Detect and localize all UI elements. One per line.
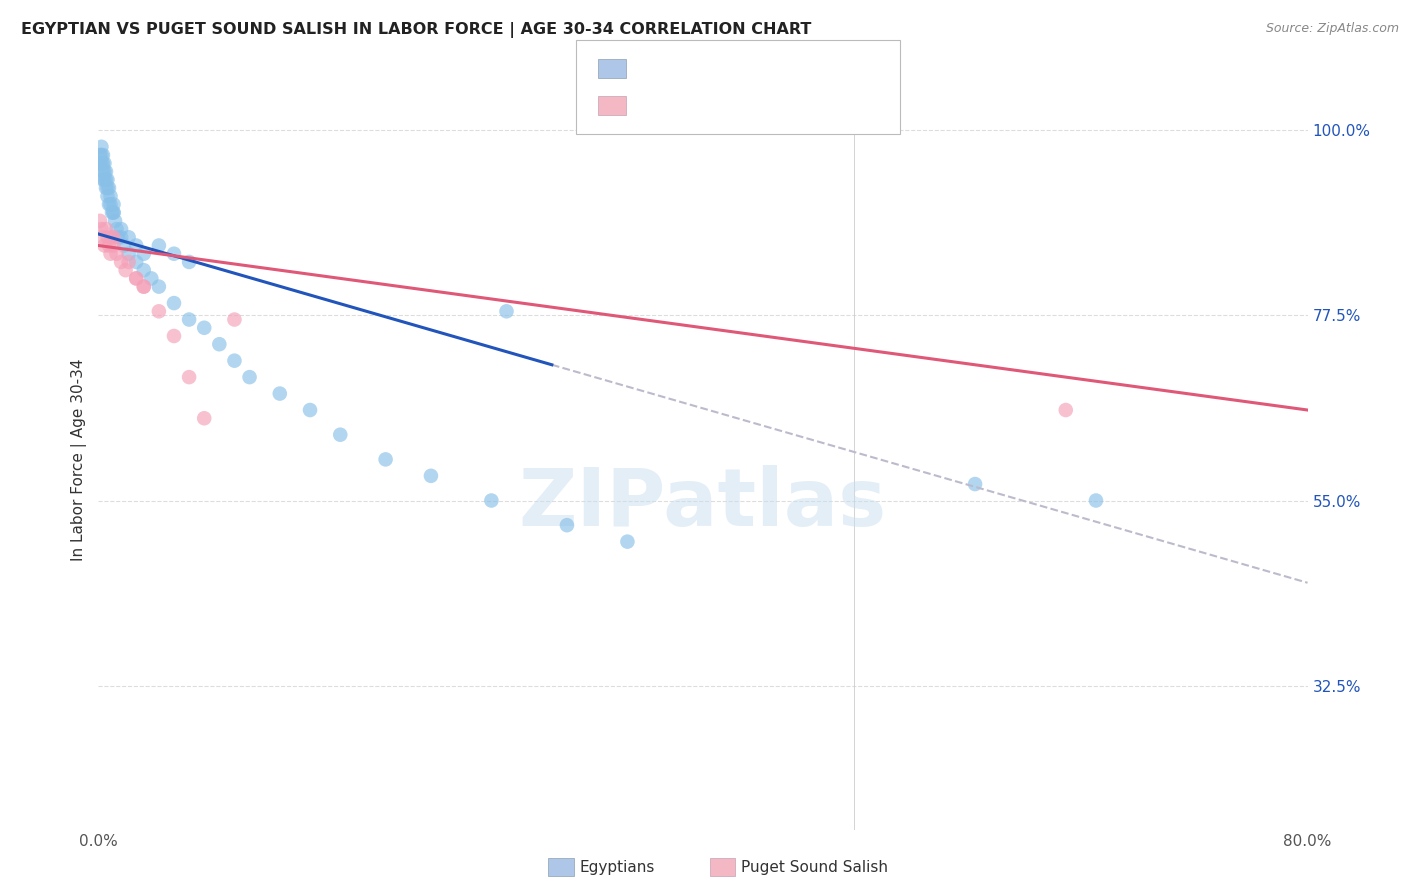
Point <box>1085 493 1108 508</box>
Point <box>193 320 215 334</box>
Point <box>965 477 987 491</box>
Y-axis label: In Labor Force | Age 30-34: In Labor Force | Age 30-34 <box>72 358 87 561</box>
Point <box>163 329 186 343</box>
Point <box>105 222 128 236</box>
Point <box>90 156 112 170</box>
Point <box>118 230 141 244</box>
Point <box>93 156 115 170</box>
Text: ZIPatlas: ZIPatlas <box>519 465 887 543</box>
Point <box>179 312 201 326</box>
Point <box>1054 403 1077 417</box>
Point <box>269 386 291 401</box>
Point <box>91 230 114 244</box>
Point <box>141 271 163 285</box>
Point <box>98 197 121 211</box>
Text: -0.267: -0.267 <box>665 61 720 76</box>
Point <box>555 518 578 533</box>
Text: R =: R = <box>634 61 668 76</box>
Point <box>374 452 396 467</box>
Point <box>100 197 122 211</box>
Point <box>103 205 125 219</box>
Text: Puget Sound Salish: Puget Sound Salish <box>741 860 889 874</box>
Point <box>93 238 115 252</box>
Point <box>89 148 111 162</box>
Point <box>481 493 503 508</box>
Point <box>110 255 132 269</box>
Point <box>118 255 141 269</box>
Point <box>96 172 118 186</box>
Point <box>101 205 124 219</box>
Text: Egyptians: Egyptians <box>579 860 655 874</box>
Point <box>132 279 155 293</box>
Point <box>103 205 125 219</box>
Point <box>94 222 117 236</box>
Point <box>104 214 127 228</box>
Point <box>94 164 117 178</box>
Text: N =: N = <box>735 61 769 76</box>
Point <box>163 296 186 310</box>
Point <box>224 353 246 368</box>
Point <box>114 263 136 277</box>
Point <box>224 312 246 326</box>
Point <box>110 230 132 244</box>
Point <box>163 246 186 260</box>
Point <box>103 238 125 252</box>
Point <box>179 370 201 384</box>
Point <box>105 246 128 260</box>
Point <box>91 148 114 162</box>
Point <box>89 214 111 228</box>
Text: 25: 25 <box>766 98 787 113</box>
Point <box>148 238 170 252</box>
Point <box>329 427 352 442</box>
Point <box>299 403 322 417</box>
Point <box>91 156 114 170</box>
Point <box>125 271 148 285</box>
Point <box>112 238 135 252</box>
Point <box>132 246 155 260</box>
Point <box>239 370 262 384</box>
Point <box>208 337 231 351</box>
Point <box>91 172 114 186</box>
Text: Source: ZipAtlas.com: Source: ZipAtlas.com <box>1265 22 1399 36</box>
Point <box>118 246 141 260</box>
Point <box>125 271 148 285</box>
Text: N =: N = <box>735 98 769 113</box>
Point <box>103 197 125 211</box>
Point <box>94 172 117 186</box>
Point <box>107 230 129 244</box>
Point <box>101 230 124 244</box>
Point <box>100 189 122 203</box>
Point <box>90 148 112 162</box>
Point <box>93 164 115 178</box>
Point <box>125 238 148 252</box>
Point <box>420 468 443 483</box>
Point <box>132 263 155 277</box>
Text: EGYPTIAN VS PUGET SOUND SALISH IN LABOR FORCE | AGE 30-34 CORRELATION CHART: EGYPTIAN VS PUGET SOUND SALISH IN LABOR … <box>21 22 811 38</box>
Point <box>616 534 638 549</box>
Point <box>98 181 121 195</box>
Point <box>179 255 201 269</box>
Point <box>100 246 122 260</box>
Point <box>125 255 148 269</box>
Point <box>148 304 170 318</box>
Point <box>96 189 118 203</box>
Point <box>98 238 121 252</box>
Point <box>96 181 118 195</box>
Point <box>193 411 215 425</box>
Text: -0.283: -0.283 <box>665 98 720 113</box>
Point <box>132 279 155 293</box>
Point <box>96 230 118 244</box>
Point <box>94 181 117 195</box>
Point <box>89 156 111 170</box>
Point <box>495 304 517 318</box>
Point <box>90 140 112 154</box>
Point <box>90 222 112 236</box>
Point <box>103 230 125 244</box>
Text: R =: R = <box>634 98 668 113</box>
Point <box>110 222 132 236</box>
Text: 60: 60 <box>766 61 787 76</box>
Point <box>93 172 115 186</box>
Point <box>91 164 114 178</box>
Point <box>148 279 170 293</box>
